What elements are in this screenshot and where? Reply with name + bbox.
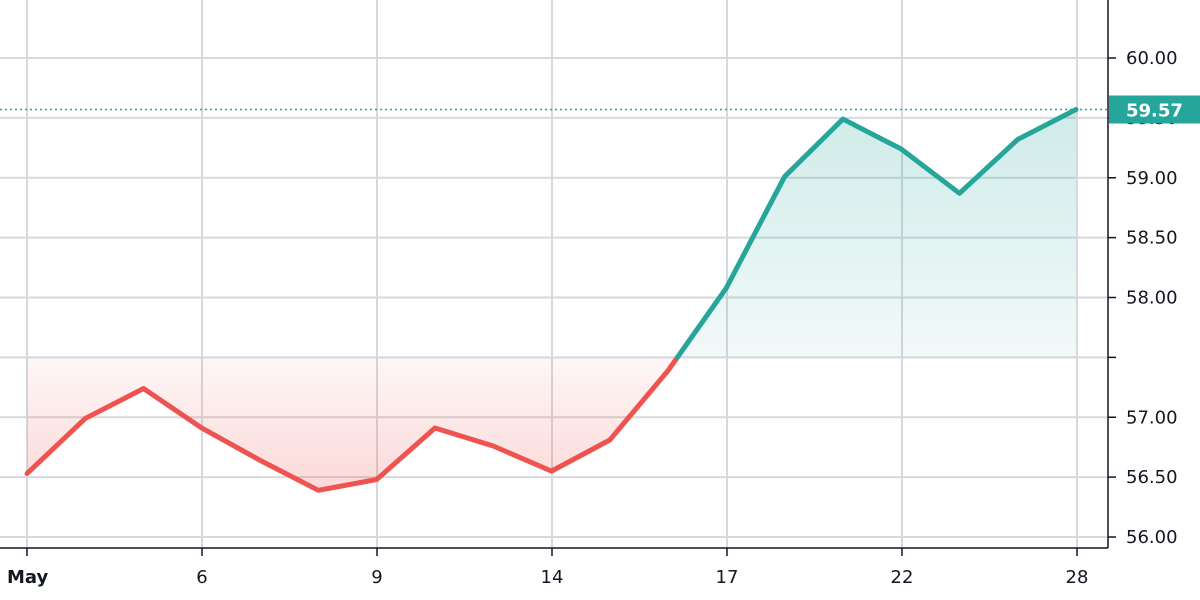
x-tick-label: 9 [371, 567, 382, 588]
data-point [258, 458, 262, 462]
x-tick-label: 14 [541, 567, 564, 588]
data-point [666, 369, 670, 373]
y-tick-label: 60.00 [1126, 48, 1178, 69]
data-point [957, 191, 961, 195]
x-tick-label: 22 [891, 567, 914, 588]
y-tick-label: 58.50 [1126, 228, 1178, 249]
data-point [83, 416, 87, 420]
data-point [375, 478, 379, 482]
data-point [200, 426, 204, 430]
data-point [550, 469, 554, 473]
x-tick-label: 6 [196, 567, 207, 588]
last-price-label: 59.57 [1126, 100, 1183, 121]
x-tick-label: 28 [1066, 567, 1089, 588]
y-tick-label: 57.00 [1126, 407, 1178, 428]
x-tick-label: May [7, 567, 49, 588]
last-price-badge [1109, 95, 1200, 124]
price-line-up [674, 106, 1079, 360]
data-point [316, 488, 320, 492]
data-point [724, 286, 728, 290]
data-point [899, 147, 903, 151]
area-fill-above-baseline [677, 109, 1077, 358]
data-point [841, 117, 845, 121]
data-point [608, 438, 612, 442]
y-tick-label: 58.00 [1126, 288, 1178, 309]
data-point [25, 472, 29, 476]
y-tick-label: 56.00 [1126, 527, 1178, 548]
x-tick-label: 17 [716, 567, 739, 588]
data-point [491, 444, 495, 448]
data-point [142, 387, 146, 391]
y-tick-label: 56.50 [1126, 467, 1178, 488]
data-point [433, 426, 437, 430]
data-point [783, 175, 787, 179]
price-line-down [24, 354, 680, 493]
data-point [1016, 137, 1020, 141]
y-tick-label: 59.00 [1126, 168, 1178, 189]
area-fill-below-baseline [27, 357, 678, 491]
